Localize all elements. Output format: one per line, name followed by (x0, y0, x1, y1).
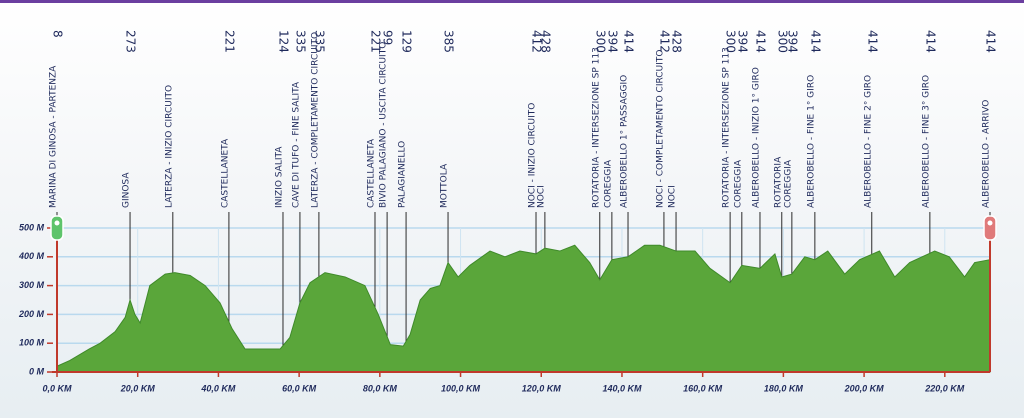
waypoint-altitude: 335 (312, 30, 326, 53)
waypoint-label: LATERZA - COMPLETAMENTO CIRCUITO (310, 32, 320, 208)
waypoint-label: CASTELLANETA (220, 138, 230, 208)
waypoint-altitude: 300 (724, 30, 738, 53)
waypoint-altitude: 414 (865, 30, 879, 53)
x-tick-label: 40,0 KM (200, 383, 236, 393)
waypoint-label: ALBEROBELLO 1° PASSAGGIO (620, 75, 630, 208)
waypoint-altitude: 394 (785, 30, 799, 53)
waypoint-label: COREGGIA (733, 159, 743, 208)
waypoint-label: MARINA DI GINOSA - PARTENZA (49, 65, 59, 208)
x-tick-label: 180,0 KM (764, 383, 804, 393)
x-tick-label: 80,0 KM (363, 383, 398, 393)
waypoint-label: NOCI - INIZIO CIRCUITO (528, 103, 538, 208)
x-tick-label: 60,0 KM (282, 383, 317, 393)
finish-marker (983, 215, 997, 241)
waypoint-label: NOCI (668, 185, 678, 208)
waypoint-altitude: 99 (381, 30, 395, 45)
waypoint-altitude: 385 (442, 30, 456, 53)
waypoint-altitude: 394 (735, 30, 749, 53)
start-marker-dot (54, 220, 60, 226)
waypoint-altitude: 412 (657, 30, 671, 53)
waypoint-altitude: 394 (605, 30, 619, 53)
waypoint-altitude: 129 (400, 30, 414, 53)
waypoint-label: ALBEROBELLO - ARRIVO (982, 100, 992, 208)
waypoint-altitude: 428 (670, 30, 684, 53)
waypoint-label: ALBEROBELLO - INIZIO 1° GIRO (751, 67, 761, 208)
waypoint-label: COREGGIA (603, 159, 613, 208)
waypoint-label: MOTTOLA (440, 163, 450, 208)
waypoint-altitude: 273 (124, 30, 138, 53)
waypoint-altitude: 414 (753, 30, 767, 53)
waypoint-altitude: 414 (808, 30, 822, 53)
waypoint-altitude: 124 (276, 30, 290, 53)
elevation-area (56, 244, 991, 373)
y-tick-label: 100 M (19, 338, 45, 348)
waypoint-altitude: 300 (775, 30, 789, 53)
waypoint-label: NOCI - COMPLETAMENTO CIRCUITO (655, 50, 665, 208)
waypoint-label: ALBEROBELLO - FINE 2° GIRO (863, 75, 873, 208)
waypoint-label: COREGGIA (783, 159, 793, 208)
waypoint-altitude: 335 (293, 30, 307, 53)
x-tick-label: 200,0 KM (844, 383, 885, 393)
waypoint-altitude: 8 (51, 30, 65, 38)
waypoint-label: ALBEROBELLO - FINE 3° GIRO (921, 75, 931, 208)
top-bar (0, 0, 1024, 3)
x-tick-label: 120,0 KM (522, 383, 562, 393)
y-tick-label: 500 M (19, 222, 45, 232)
waypoint-label: LATERZA - INIZIO CIRCUITO (164, 85, 174, 208)
waypoint-label: CASTELLANETA (366, 138, 376, 208)
waypoint-altitude: 221 (222, 30, 236, 53)
waypoint-altitude: 414 (622, 30, 636, 53)
waypoint-altitude: 414 (923, 30, 937, 53)
waypoint-label: BIVIO PALAGIANO - USCITA CIRCUITO (379, 42, 389, 208)
waypoint-label: PALAGIANELLO (398, 141, 408, 208)
waypoint-label: ALBEROBELLO - FINE 1° GIRO (806, 75, 816, 208)
finish-marker-dot (987, 220, 993, 226)
x-tick-label: 220,0 KM (924, 383, 965, 393)
waypoint-label: INIZIO SALITA (274, 146, 284, 208)
waypoint-altitude: 414 (984, 30, 998, 53)
x-tick-label: 160,0 KM (683, 383, 723, 393)
waypoint-label: ROTATORIA - INTERSEZIONE SP 113 (591, 47, 601, 208)
start-marker (50, 215, 64, 241)
waypoint-altitude: 221 (368, 30, 382, 53)
x-tick-label: 20,0 KM (120, 383, 156, 393)
waypoint-label: CAVE DI TUFO - FINE SALITA (291, 81, 301, 208)
y-tick-label: 400 M (18, 251, 45, 261)
waypoint-label: GINOSA (122, 172, 132, 208)
x-tick-label: 140,0 KM (602, 383, 642, 393)
waypoint-label: NOCI (536, 185, 546, 208)
y-tick-label: 300 M (19, 280, 45, 290)
x-tick-label: 0,0 KM (42, 383, 72, 393)
waypoint-label: ROTATORIA (773, 156, 783, 208)
x-tick-label: 100,0 KM (441, 383, 481, 393)
waypoint-altitude: 412 (530, 30, 544, 53)
y-tick-label: 200 M (18, 309, 45, 319)
waypoint-altitude: 300 (593, 30, 607, 53)
waypoint-altitude: 428 (538, 30, 552, 53)
y-tick-label: 0 M (29, 366, 45, 376)
waypoint-label: ROTATORIA - INTERSEZIONE SP 113 (722, 47, 732, 208)
